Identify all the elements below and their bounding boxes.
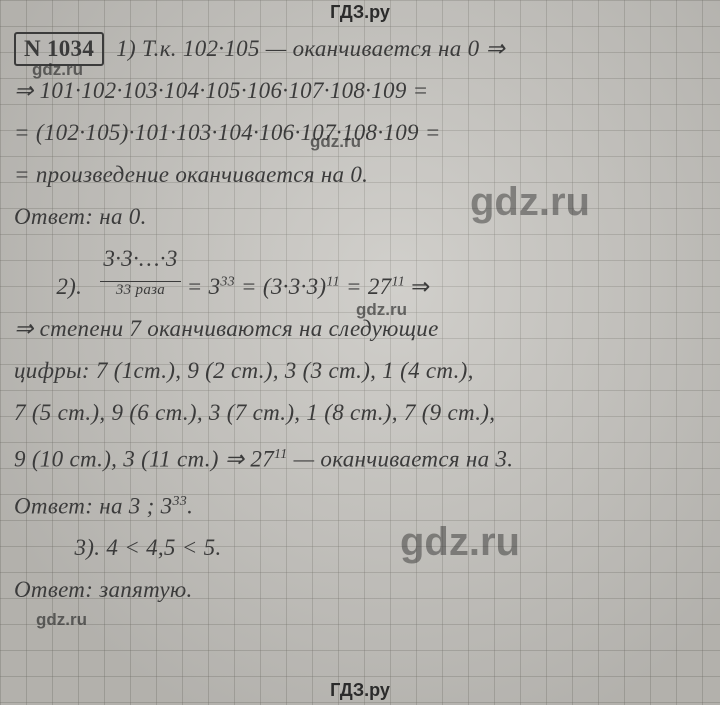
part2-number: 2). <box>56 274 82 299</box>
part1-line3: = (102·105)·101·103·104·106·107·108·109 … <box>14 112 706 154</box>
underbrace-label: 33 раза <box>100 283 180 297</box>
part2-line4: 7 (5 ст.), 9 (6 ст.), 3 (7 ст.), 1 (8 ст… <box>14 392 706 434</box>
part2-ans-a: Ответ: на 3 ; 3 <box>14 493 172 518</box>
part3-line1: 3). 4 < 4,5 < 5. <box>14 527 706 569</box>
part2-l5exp: 11 <box>274 447 288 462</box>
part2-answer: Ответ: на 3 ; 333. <box>14 481 706 528</box>
part1-intro: 1) Т.к. 102·105 — оканчивается на 0 ⇒ <box>116 36 505 61</box>
part2-line1: 2). 3·3·…·3 33 раза = 333 = (3·3·3)11 = … <box>14 238 706 308</box>
part1-answer: Ответ: на 0. <box>14 196 706 238</box>
site-footer: ГДЗ.ру <box>0 680 720 701</box>
site-header: ГДЗ.ру <box>0 2 720 23</box>
page-root: ГДЗ.ру N 1034 1) Т.к. 102·105 — оканчива… <box>0 0 720 705</box>
handwritten-content: N 1034 1) Т.к. 102·105 — оканчивается на… <box>14 28 706 677</box>
part2-line2: ⇒ степени 7 оканчиваются на следующие <box>14 308 706 350</box>
part2-l5a: 9 (10 ст.), 3 (11 ст.) ⇒ 27 <box>14 447 274 472</box>
exp-11b: 11 <box>391 274 405 289</box>
line-1: N 1034 1) Т.к. 102·105 — оканчивается на… <box>14 28 706 70</box>
part2-line5: 9 (10 ст.), 3 (11 ст.) ⇒ 2711 — оканчива… <box>14 434 706 481</box>
part2-ans-exp: 33 <box>172 494 187 509</box>
problem-number-box: N 1034 <box>14 32 104 66</box>
part2-line3: цифры: 7 (1ст.), 9 (2 ст.), 3 (3 ст.), 1… <box>14 350 706 392</box>
part2-rhs1: = 3 <box>187 274 221 299</box>
part2-ans-b: . <box>187 493 193 518</box>
part2-tail: ⇒ <box>411 274 431 299</box>
underbrace: 3·3·…·3 33 раза <box>100 238 180 297</box>
part2-eq27: = 27 <box>346 274 391 299</box>
exp-33: 33 <box>220 274 235 289</box>
part1-line2: ⇒ 101·102·103·104·105·106·107·108·109 = <box>14 70 706 112</box>
part3-answer: Ответ: запятую. <box>14 569 706 611</box>
part1-line4: = произведение оканчивается на 0. <box>14 154 706 196</box>
exp-11a: 11 <box>326 274 340 289</box>
underbrace-expr: 3·3·…·3 <box>100 238 180 282</box>
part2-mid: = (3·3·3) <box>241 274 326 299</box>
part2-l5b: — оканчивается на 3. <box>288 447 514 472</box>
part3-expr: 3). 4 < 4,5 < 5. <box>75 535 222 560</box>
